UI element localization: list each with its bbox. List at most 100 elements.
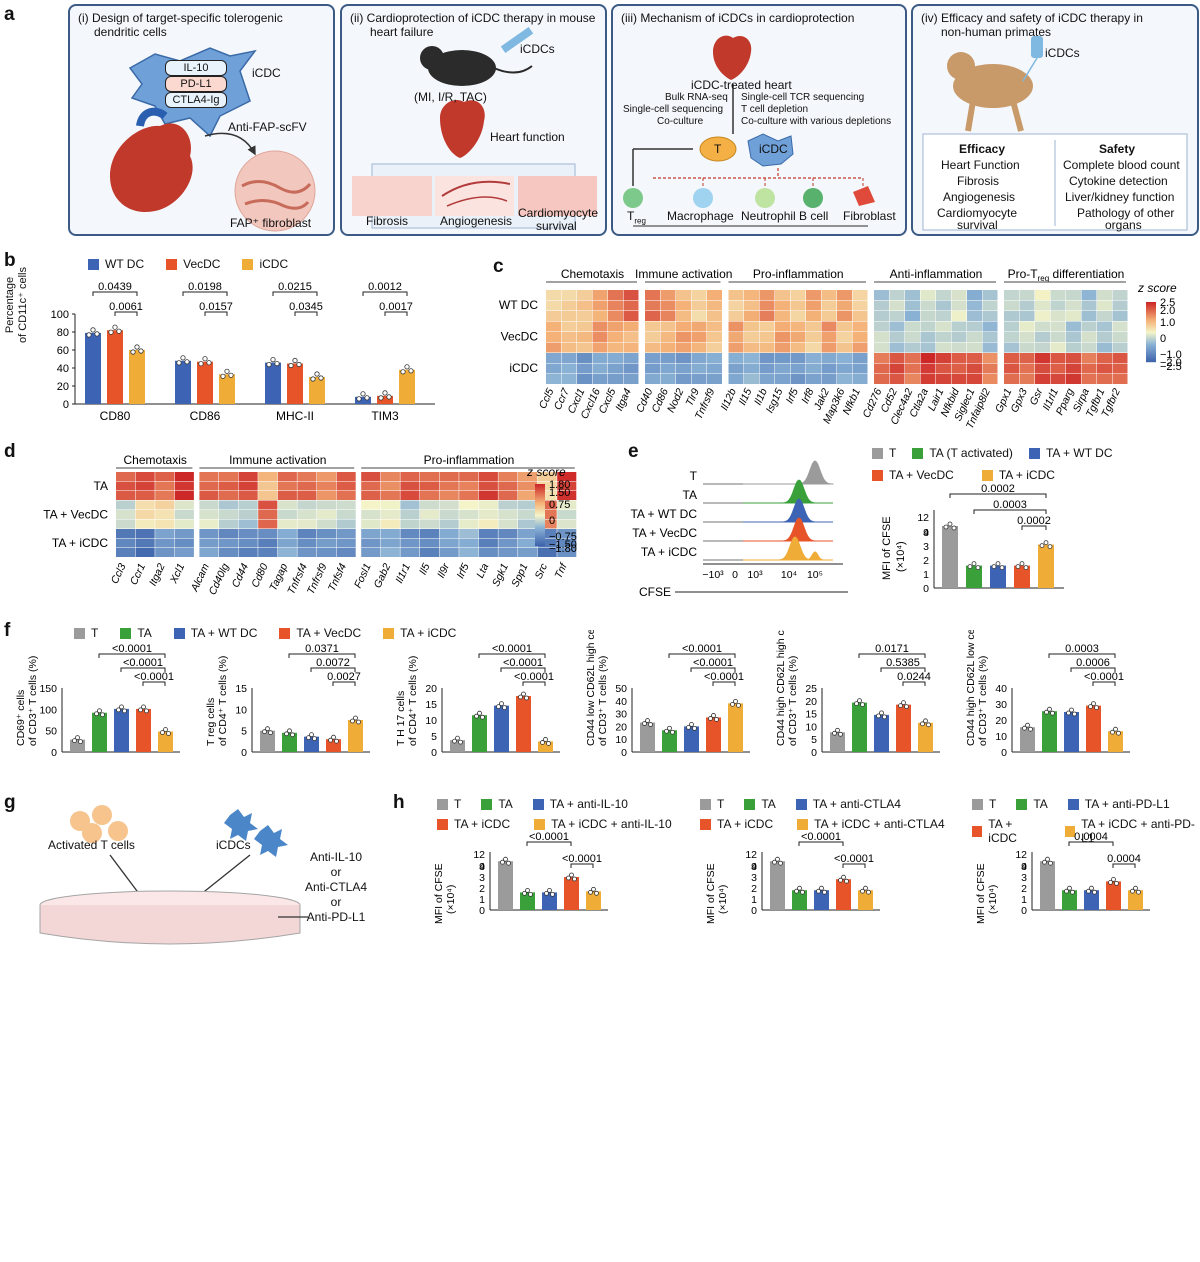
c-gene-label: Irf8 xyxy=(799,387,816,406)
c-cell xyxy=(623,353,639,363)
d-cell xyxy=(219,529,239,538)
c-cell xyxy=(775,300,790,311)
f-bar xyxy=(450,740,465,752)
d-cell xyxy=(238,529,258,538)
method-scseq: Single-cell sequencing xyxy=(623,104,724,115)
c-cell xyxy=(1097,363,1112,374)
f-bar xyxy=(874,714,889,752)
icdc-cell-label: iCDC xyxy=(759,142,788,156)
d-cell xyxy=(400,481,420,491)
c-group-title: Pro-inflammation xyxy=(753,267,844,281)
fibrosis-label: Fibrosis xyxy=(366,214,409,228)
f-dot xyxy=(163,727,168,732)
c-cell xyxy=(608,374,623,384)
primate-illustration xyxy=(922,36,1188,231)
f-ytick: 0 xyxy=(51,747,57,759)
d-cell xyxy=(420,538,440,548)
d-cell xyxy=(135,529,155,538)
d-cell xyxy=(174,491,194,500)
c-cell xyxy=(1050,332,1066,342)
e-xtick: 10⁴ xyxy=(781,569,797,581)
f-dot xyxy=(1113,726,1118,732)
h-dot xyxy=(528,892,533,897)
c-cell xyxy=(1035,321,1050,332)
c-cell xyxy=(676,363,691,374)
d-cell xyxy=(380,472,400,481)
c-cell xyxy=(546,321,561,332)
b-dot xyxy=(134,344,140,350)
f-bar xyxy=(1086,705,1101,752)
c-cell xyxy=(1004,290,1019,300)
d-cell xyxy=(174,481,194,491)
c-cell xyxy=(561,353,577,363)
c-cell xyxy=(775,311,790,321)
d-scale-step xyxy=(535,486,545,488)
scfv-label: Anti-FAP-scFV xyxy=(228,120,307,134)
c-scale-step xyxy=(1146,304,1156,306)
safety-liver: Liver/kidney function xyxy=(1065,190,1175,204)
d-cell xyxy=(199,538,219,548)
f-dot xyxy=(312,736,317,742)
h-ytick: 2 xyxy=(1021,883,1027,895)
c-cell xyxy=(920,342,936,353)
b-dot xyxy=(176,360,182,366)
d-scale-step xyxy=(535,491,545,493)
d-cell xyxy=(297,510,317,519)
h-dot xyxy=(550,892,555,897)
d-cell xyxy=(420,500,440,510)
d-scale-step xyxy=(535,499,545,501)
d-cell xyxy=(277,500,297,510)
h-dot xyxy=(1042,859,1047,865)
f-ytick: 20 xyxy=(425,683,437,695)
h-p1-pvalue: 0.0004 xyxy=(1074,831,1108,843)
f-dot xyxy=(898,703,903,709)
e-bar-dot xyxy=(999,565,1005,570)
c-cell xyxy=(905,311,920,321)
e-bar-dot xyxy=(967,564,973,569)
e-bar-ytick: 1 xyxy=(923,569,929,581)
b-ytick-label: 60 xyxy=(57,345,69,357)
panel-b-ylabel: Percentage of CD11c⁺ cells xyxy=(4,267,29,343)
method-coculture: Co-culture xyxy=(657,116,704,127)
e-bar-dot xyxy=(1019,561,1025,566)
h-dot xyxy=(863,885,868,891)
panel-g-illustration xyxy=(39,805,308,945)
d-cell xyxy=(238,500,258,510)
c-scale-step xyxy=(1146,302,1156,304)
c-cell xyxy=(821,363,837,374)
f-dot xyxy=(1094,705,1099,710)
d-cell xyxy=(174,538,194,548)
b-dot xyxy=(400,369,406,375)
f-ylabel-1: CD44 low CD62L high cells xyxy=(585,630,597,746)
c-cell xyxy=(1066,353,1081,363)
d-scale-step xyxy=(535,531,545,533)
b-dot xyxy=(86,332,92,338)
c-cell xyxy=(905,353,920,363)
c-cell xyxy=(1050,374,1066,384)
f-dot xyxy=(736,702,741,708)
b-outer-TIM3-pvalue: 0.0012 xyxy=(368,281,402,293)
c-cell xyxy=(1035,290,1050,300)
c-cell xyxy=(821,290,837,300)
h-dot xyxy=(566,875,571,881)
b-outer-CD80-pvalue: 0.0439 xyxy=(98,281,132,293)
safety-organs: organs xyxy=(1105,218,1142,232)
f-ytick: 10 xyxy=(995,731,1007,743)
c-cell xyxy=(660,353,676,363)
b-bar-CD80-iCDC xyxy=(129,350,145,404)
c-cell xyxy=(889,374,905,384)
c-cell xyxy=(759,332,775,342)
f-p3-bracket xyxy=(712,681,736,686)
f-p3-bracket xyxy=(332,681,356,686)
c-cell xyxy=(982,353,998,363)
d-scale-tick: 1.50 xyxy=(549,487,570,499)
d-cell xyxy=(420,510,440,519)
f-bar xyxy=(896,704,911,752)
d-scale-step xyxy=(535,494,545,496)
d-cell xyxy=(199,510,219,519)
d-gene-label: Il5 xyxy=(417,562,433,577)
legend-swatch-icdc xyxy=(242,258,254,270)
h-p1-pvalue: <0.0001 xyxy=(529,831,569,843)
f-dot xyxy=(860,702,865,707)
c-cell xyxy=(852,374,868,384)
